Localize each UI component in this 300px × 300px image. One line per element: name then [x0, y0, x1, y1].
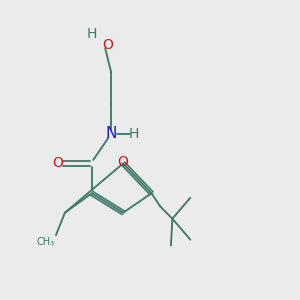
Text: H: H [128, 127, 139, 141]
Text: O: O [102, 38, 113, 52]
Text: H: H [87, 26, 97, 40]
Text: O: O [117, 155, 128, 169]
Text: O: O [52, 156, 63, 170]
Text: N: N [106, 126, 117, 141]
Text: CH₃: CH₃ [36, 238, 54, 248]
